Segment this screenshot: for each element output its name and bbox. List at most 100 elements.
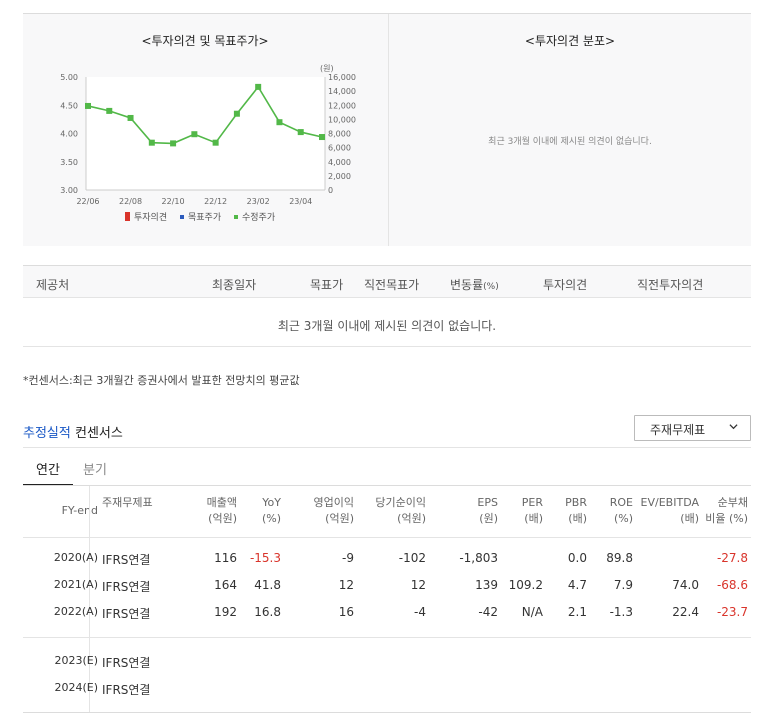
left-tick-label: 5.00 [60,73,78,82]
legend-swatch [234,215,238,219]
data-point [233,110,240,117]
legend-label: 투자의견 [134,211,167,223]
legend-label: 수정주가 [242,212,275,223]
cell-fy-end: 2022(A) [53,605,98,618]
opinion-distribution-title: <투자의견 분포> [524,34,616,48]
col-final-date: 최종일자 [212,278,257,292]
cell-net-debt-ratio: -27.8 [716,551,748,565]
tab-quarter[interactable]: 분기 [83,463,107,478]
th-per: PER (배) [521,496,543,525]
x-tick-label: 22/10 [162,197,185,206]
data-point [297,129,304,136]
th-pbr: PBR (배) [565,496,587,525]
cell-sales: 116 [214,551,237,565]
column-divider [89,486,90,712]
data-point [191,131,198,138]
financial-statement-select[interactable]: 주재무제표 [634,415,751,441]
th-sales: 매출액 (억원) [206,496,237,525]
table-row: 2021(A) IFRS연결 164 41.8 12 12 139 109.2 4.7 7.9 74… [23,576,751,596]
table-row: 2023(E) IFRS연결 [23,652,751,672]
th-roe: ROE (%) [609,496,633,525]
legend-swatch [125,212,130,221]
col-prev-target-price: 직전목표가 [364,278,420,292]
opinion-target-price-panel: <투자의견 및 목표주가> 5.00 4.50 4.00 3.50 3.00 16,000… [23,14,387,246]
cell-eps: 139 [475,578,498,592]
th-eps: EPS (원) [477,496,498,525]
cell-net-income: 12 [410,578,426,592]
cell-op-income: 12 [338,578,354,592]
cell-roe: -1.3 [609,605,633,619]
divider [23,712,751,713]
chevron-down-icon [729,424,738,430]
table-row: 2022(A) IFRS연결 192 16.8 16 -4 -42 N/A 2.1 -1.3 22.… [23,603,751,623]
cell-sales: 192 [214,605,237,619]
col-change-rate: 변동률(%) [450,278,499,292]
cell-statement: IFRS연결 [102,656,151,670]
x-tick-label: 23/02 [247,197,270,206]
cell-pbr: 0.0 [567,551,587,565]
left-tick-label: 3.00 [60,186,78,195]
col-provider: 제공처 [36,278,70,292]
tab-annual[interactable]: 연간 [36,463,60,478]
opinion-target-price-title: <투자의견 및 목표주가> [141,34,269,48]
right-tick-label: 16,000 [328,73,356,82]
series-line-adjusted-price [87,85,323,145]
data-point [148,139,155,146]
col-target-price: 목표가 [310,278,344,292]
legend-label: 목표주가 [188,212,221,223]
cell-eps: -1,803 [459,551,498,565]
opinion-distribution-empty: 최근 3개월 이내에 제시된 의견이 없습니다. [488,137,652,147]
data-point [212,139,219,146]
th-ev-ebitda: EV/EBITDA (배) [640,496,699,525]
right-axis-unit: (원) [320,64,334,73]
cell-statement: IFRS연결 [102,683,151,697]
cell-statement: IFRS연결 [102,580,151,594]
x-tick-label: 23/04 [289,197,312,206]
cell-eps: -42 [478,605,498,619]
col-opinion: 투자의견 [543,278,588,292]
cell-ev-ebitda: 74.0 [672,578,699,592]
divider [23,346,751,347]
consensus-title-accent: 추정실적 [23,426,71,441]
data-point [85,102,91,109]
data-point [170,140,177,147]
x-tick-label: 22/06 [76,197,99,206]
data-point [127,114,134,121]
table-row: 2020(A) IFRS연결 116 -15.3 -9 -102 -1,803 0.0 89.8… [23,549,751,569]
cell-statement: IFRS연결 [102,553,151,567]
cell-roe: 89.8 [606,551,633,565]
right-tick-label: 8,000 [328,130,351,139]
table-row: 2024(E) IFRS연결 [23,679,751,699]
cell-statement: IFRS연결 [102,607,151,621]
divider [23,537,751,538]
cell-per: 109.2 [508,578,543,592]
cell-yoy: -15.3 [249,551,281,565]
consensus-title-rest: 컨센서스 [74,426,123,441]
right-tick-label: 10,000 [328,115,356,124]
divider [23,637,751,638]
data-point [276,119,283,126]
cell-net-income: -102 [398,551,426,565]
th-yoy: YoY (%) [261,496,281,525]
cell-net-debt-ratio: -68.6 [716,578,748,592]
data-point [255,83,262,90]
opinion-table-empty: 최근 3개월 이내에 제시된 의견이 없습니다. [277,319,497,333]
consensus-note: *컨센서스:최근 3개월간 증권사에서 발표한 전망치의 평균값 [23,374,300,387]
consensus-title: 추정실적 컨센서스 [23,422,123,441]
divider [23,485,751,486]
th-net-income: 당기순이익 (억원) [375,496,426,525]
right-tick-label: 14,000 [328,87,356,96]
opinion-panels: <투자의견 및 목표주가> 5.00 4.50 4.00 3.50 3.00 16,000… [23,13,751,246]
x-tick-label: 22/08 [119,197,142,206]
th-fy-end: FY-end [61,504,98,517]
cell-op-income: -9 [342,551,354,565]
right-tick-label: 0 [328,186,333,195]
th-net-debt-ratio: 순부채 비율 (%) [705,496,748,525]
opinion-price-chart: 5.00 4.50 4.00 3.50 3.00 16,000 14,000 12,000 10… [60,64,356,223]
cell-roe: 7.9 [613,578,633,592]
right-tick-label: 6,000 [328,144,351,153]
plot-area [86,77,325,190]
cell-fy-end: 2020(A) [53,551,98,564]
cell-pbr: 2.1 [567,605,587,619]
cell-fy-end: 2021(A) [53,578,98,591]
